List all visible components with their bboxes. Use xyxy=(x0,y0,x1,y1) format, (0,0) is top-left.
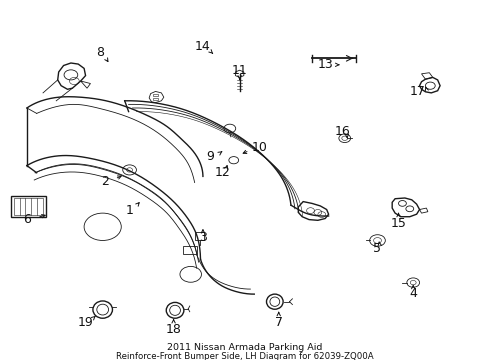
Text: 12: 12 xyxy=(214,166,230,179)
Text: 8: 8 xyxy=(96,46,104,59)
Text: 17: 17 xyxy=(409,85,425,98)
Text: 1: 1 xyxy=(125,204,133,217)
Text: 14: 14 xyxy=(195,40,210,53)
Text: 9: 9 xyxy=(206,150,214,163)
Text: 16: 16 xyxy=(334,125,349,138)
Text: 5: 5 xyxy=(372,242,380,255)
Text: 15: 15 xyxy=(390,217,406,230)
Text: 3: 3 xyxy=(199,231,206,244)
Text: 6: 6 xyxy=(23,213,31,226)
Text: 10: 10 xyxy=(251,141,266,154)
Text: 4: 4 xyxy=(408,287,416,300)
Text: 2011 Nissan Armada Parking Aid: 2011 Nissan Armada Parking Aid xyxy=(166,343,322,352)
Text: Reinforce-Front Bumper Side, LH Diagram for 62039-ZQ00A: Reinforce-Front Bumper Side, LH Diagram … xyxy=(116,352,372,360)
Text: 18: 18 xyxy=(165,323,181,336)
Text: 2: 2 xyxy=(101,175,109,188)
Text: 11: 11 xyxy=(231,64,247,77)
Text: 19: 19 xyxy=(78,316,93,329)
Text: 7: 7 xyxy=(274,316,282,329)
Text: 13: 13 xyxy=(317,58,332,71)
